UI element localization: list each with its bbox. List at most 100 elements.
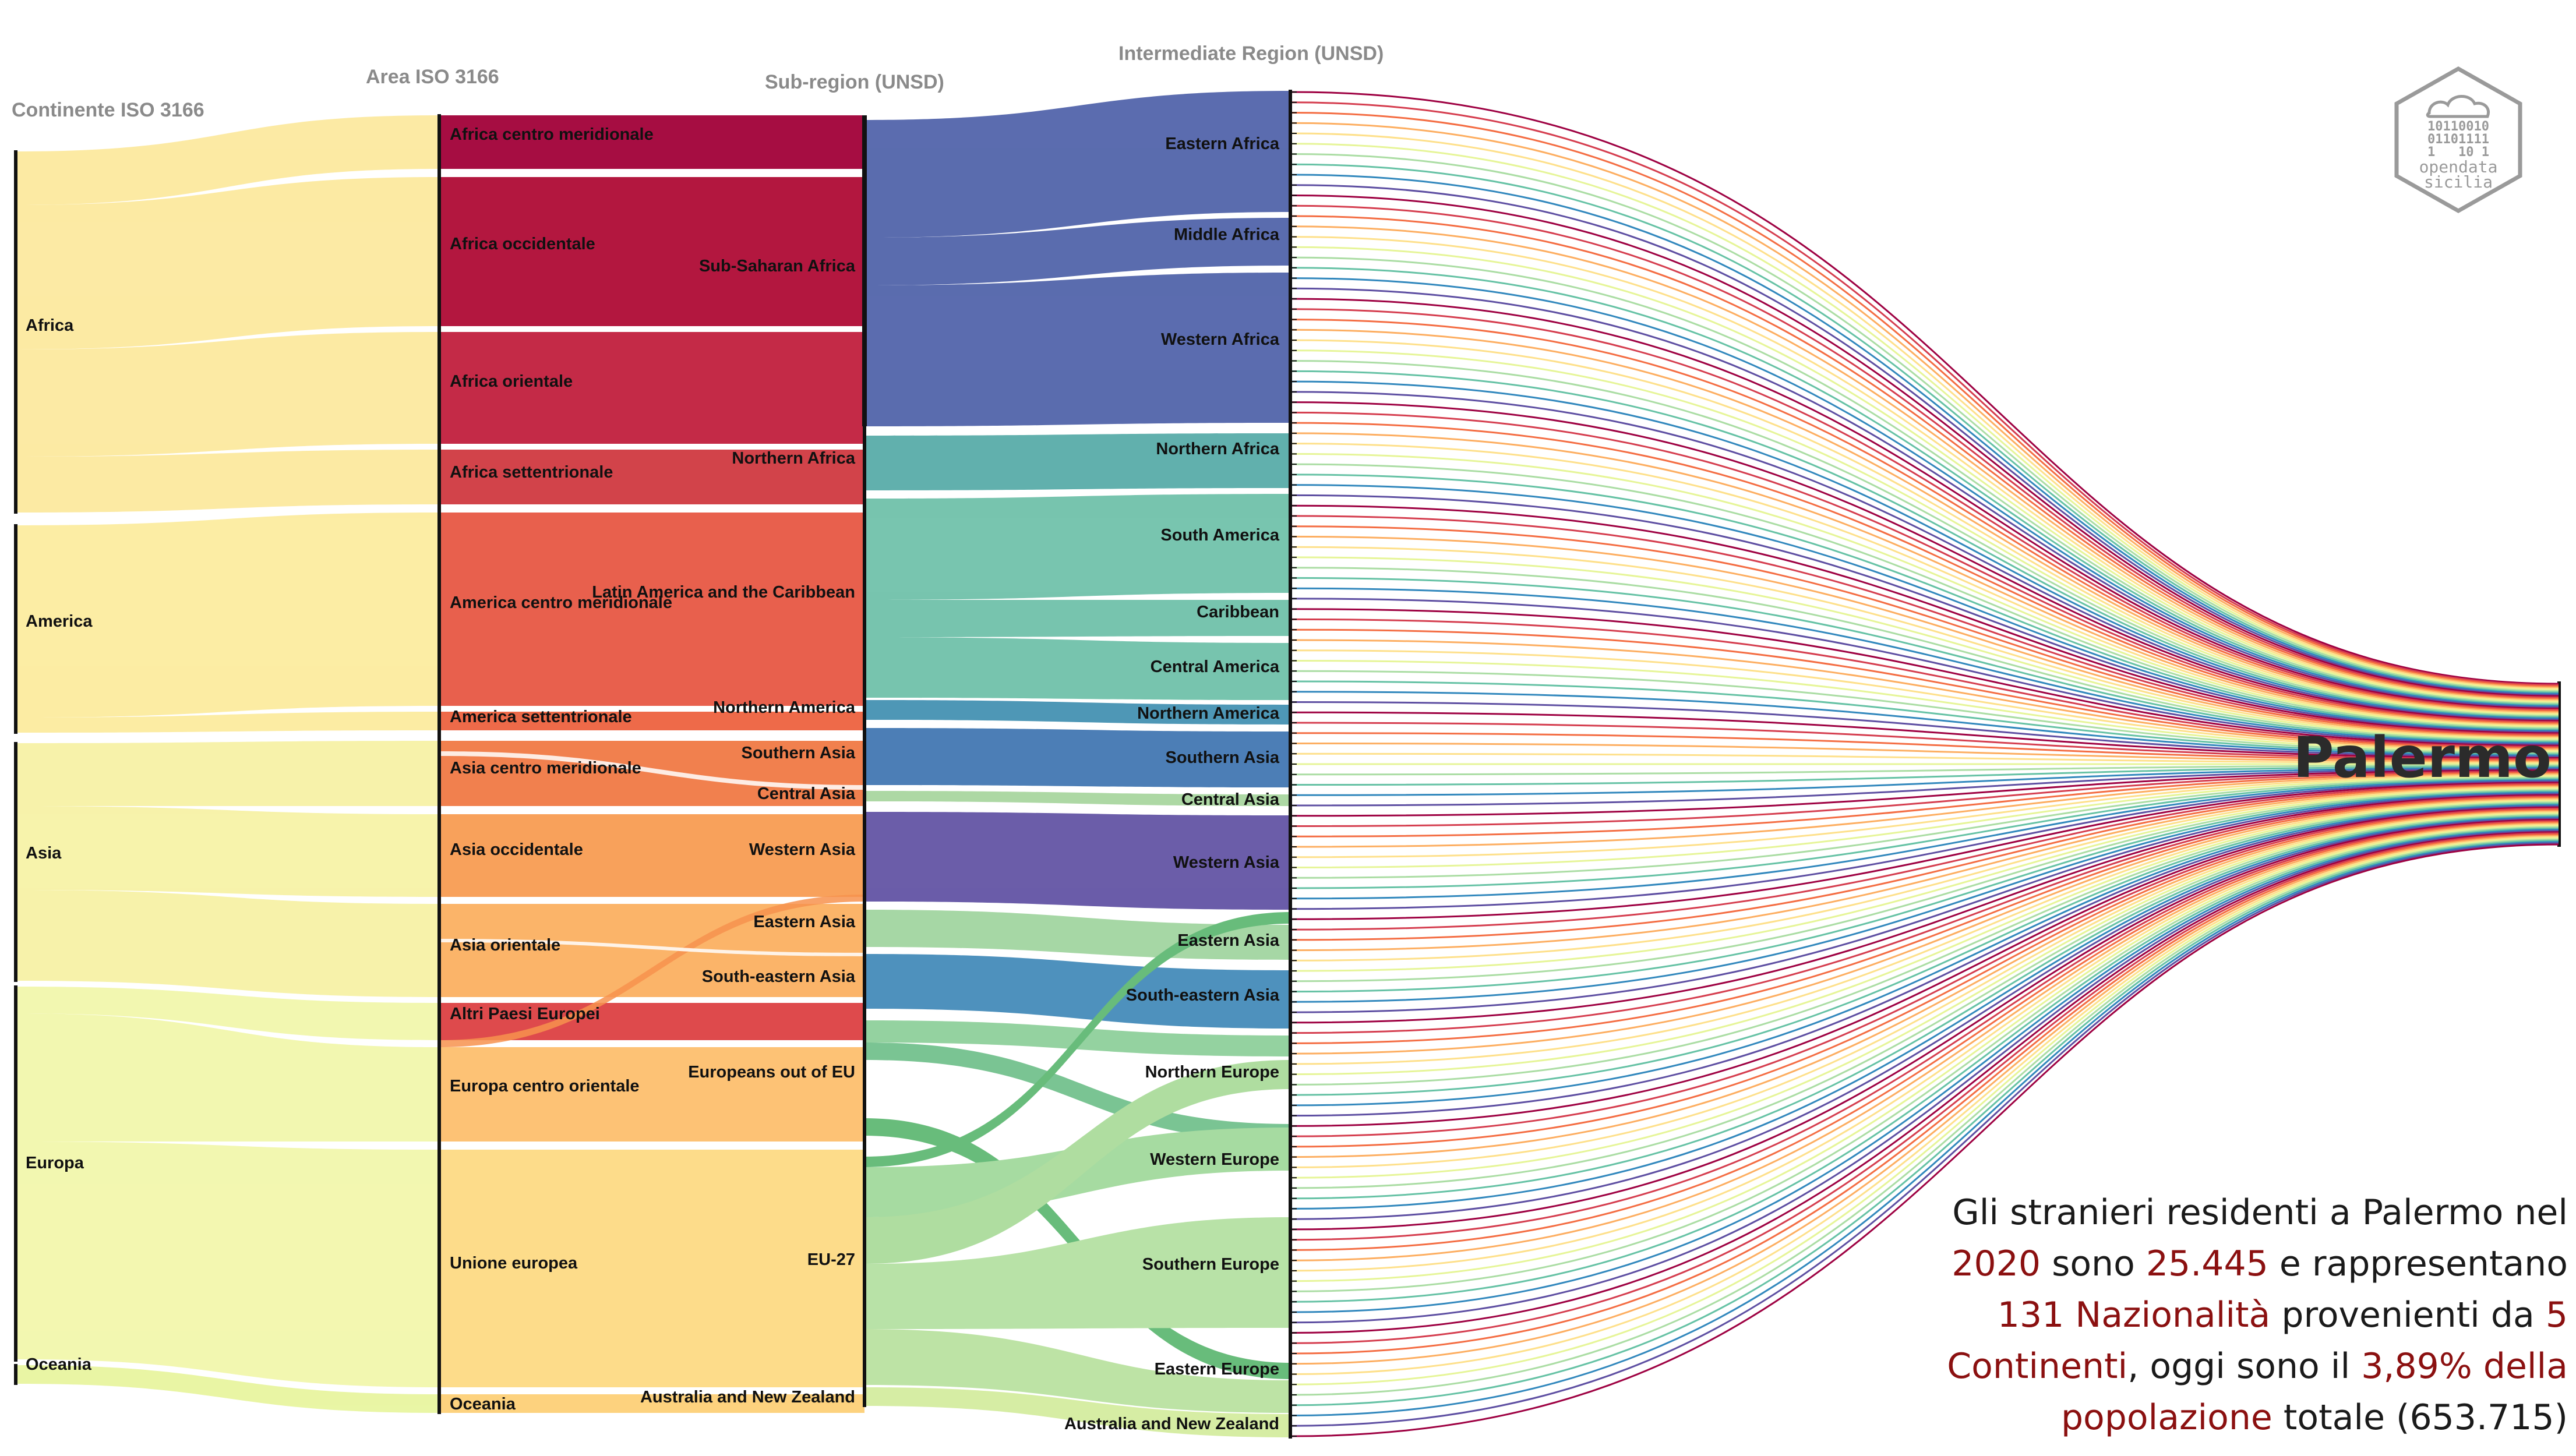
nationality-flow <box>1291 422 2559 725</box>
logo-hexagon <box>2394 66 2522 214</box>
label-int-0: Eastern Africa <box>1165 135 1279 153</box>
intermediate-ticks <box>1292 91 1297 1437</box>
node-area-acme <box>439 741 864 806</box>
node-area-ue <box>439 1150 864 1387</box>
nationality-flow <box>1291 784 2559 941</box>
nationality-flow <box>1291 195 2559 697</box>
label-continent-africa: Africa <box>26 316 74 335</box>
nationality-flow <box>1291 810 2559 1158</box>
nationality-flow <box>1291 796 2559 1044</box>
caption-p3: e rappresentano <box>2279 1243 2568 1284</box>
label-int-13: Northern Europe <box>1145 1063 1279 1082</box>
label-int-6: Central America <box>1151 658 1280 676</box>
logo-bits-2: 01101111 <box>2427 132 2489 147</box>
nationality-flow <box>1291 598 2559 745</box>
nationality-flow <box>1291 360 2559 717</box>
node-area-aor <box>439 332 864 444</box>
caption-continents: Continenti <box>1947 1346 2128 1387</box>
nationality-flow <box>1291 163 2559 694</box>
label-int-4: South America <box>1160 526 1279 545</box>
nationality-flow <box>1291 800 2559 1076</box>
nationality-flow <box>1291 722 2559 760</box>
label-int-2: Western Africa <box>1161 330 1280 349</box>
nationality-flow <box>1291 101 2559 686</box>
nationality-flow <box>1291 801 2559 1086</box>
nationality-flow <box>1291 525 2559 737</box>
caption-p6: totale (653.715) <box>2283 1397 2568 1438</box>
link-america-aset <box>17 712 439 733</box>
nationality-flow <box>1291 349 2559 716</box>
opendata-sicilia-logo: 10110010 01101111 1 10 1 opendata sicili… <box>2388 65 2528 217</box>
nationality-flow <box>1291 830 2559 1324</box>
logo-line-1: opendata <box>2419 157 2498 176</box>
node-area-acm <box>439 115 864 169</box>
nationality-flow <box>1291 812 2559 1179</box>
nationality-flow <box>1291 277 2559 707</box>
link-eu27-southern <box>864 1217 1291 1329</box>
nationality-flow <box>1291 793 2559 1013</box>
nationality-flow <box>1291 132 2559 690</box>
node-area-ecor <box>439 1047 864 1142</box>
node-bars <box>14 90 2561 1439</box>
node-area-aori <box>439 904 864 997</box>
nationality-flow <box>1291 535 2559 738</box>
caption-total: 25.445 <box>2146 1243 2268 1284</box>
link-africa-aor <box>17 332 439 457</box>
area-nodes <box>439 115 864 1413</box>
link-ssa-eastern-africa <box>864 91 1291 238</box>
nationality-flow <box>1291 766 2559 796</box>
link-south-eastern-asia <box>864 954 1291 1029</box>
nationality-flow <box>1291 608 2559 747</box>
nationality-flow <box>1291 824 2559 1272</box>
label-sub-11: Australia and New Zealand <box>640 1388 855 1406</box>
caption-percent: 3,89% della <box>2361 1346 2568 1387</box>
nationality-flow <box>1291 806 2559 1127</box>
nationality-flow <box>1291 319 2559 712</box>
link-europa-ecor <box>17 1013 439 1142</box>
label-sub-6: Western Asia <box>749 840 856 859</box>
nationality-flow <box>1291 308 2559 711</box>
bar-continent-africa <box>14 150 17 514</box>
label-sub-5: Central Asia <box>757 784 856 803</box>
link-latam-caribbean <box>864 600 1291 637</box>
nationality-flow <box>1291 775 2559 868</box>
label-sub-2: Latin America and the Caribbean <box>592 583 855 602</box>
caption-p5: , oggi sono il <box>2127 1346 2351 1387</box>
nationality-flow <box>1291 831 2559 1334</box>
nationality-flow <box>1291 122 2559 688</box>
label-int-1: Middle Africa <box>1174 225 1280 244</box>
nationality-flow <box>1291 204 2559 698</box>
nationality-flow <box>1291 814 2559 1189</box>
label-int-8: Southern Asia <box>1165 748 1279 767</box>
nationality-flow <box>1291 432 2559 726</box>
link-africa-aset <box>17 450 439 513</box>
link-ssa-middle-africa <box>864 218 1291 285</box>
node-area-aocc <box>439 177 864 326</box>
link-africa-aocc <box>17 177 439 349</box>
nationality-flow <box>1291 143 2559 691</box>
label-int-5: Caribbean <box>1197 603 1279 621</box>
nationality-flow <box>1291 771 2559 827</box>
label-int-16: Eastern Europe <box>1155 1360 1279 1379</box>
nationality-flow <box>1291 817 2559 1220</box>
nationality-flow <box>1291 803 2559 1096</box>
nationality-flow <box>1291 842 2559 1427</box>
label-sub-8: South-eastern Asia <box>702 967 856 986</box>
nationality-flow <box>1291 328 2559 713</box>
nationality-flow <box>1291 795 2559 1034</box>
nationality-flow <box>1291 785 2559 952</box>
nationality-flow <box>1291 788 2559 972</box>
link-eu27-northern <box>864 1060 1291 1264</box>
nationality-flow <box>1291 391 2559 721</box>
label-area-8: Asia orientale <box>450 936 560 955</box>
label-continent-europa: Europa <box>26 1154 84 1172</box>
nationality-flow <box>1291 752 2559 764</box>
label-area-10: Europa centro orientale <box>450 1077 640 1095</box>
nationality-flow <box>1291 711 2559 759</box>
nationality-flow <box>1291 743 2559 763</box>
nationality-flow <box>1291 790 2559 993</box>
label-area-0: Africa centro meridionale <box>450 125 654 144</box>
label-int-7: Northern America <box>1137 704 1280 723</box>
nationality-flow <box>1291 577 2559 743</box>
link-oceania <box>17 1365 439 1413</box>
